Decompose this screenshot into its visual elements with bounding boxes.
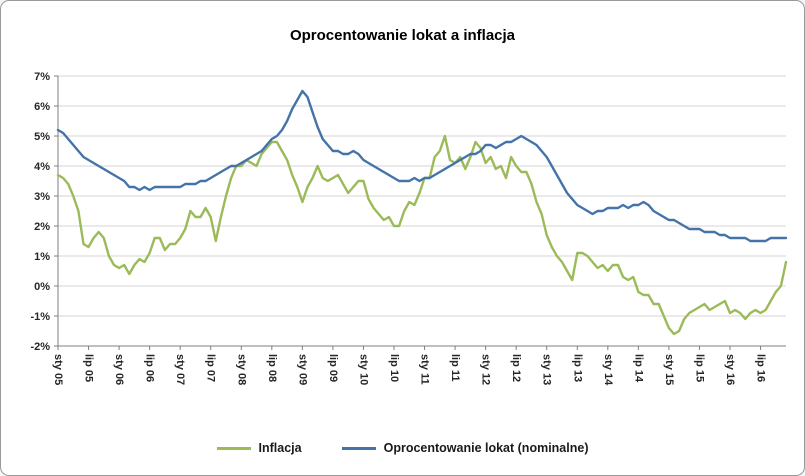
- line-chart-canvas: 7% 6% 5% 4% 3% 2% 1% 0% -1% -2%sty 05 lip 05 sty 06…: [30, 71, 788, 386]
- svg-text:sty 11: sty 11: [419, 354, 431, 385]
- svg-text:sty 10: sty 10: [357, 354, 369, 385]
- svg-text:2%: 2%: [34, 221, 50, 233]
- svg-text:lip 05: lip 05: [83, 354, 95, 382]
- svg-text:lip 10: lip 10: [388, 354, 400, 382]
- legend-item-inflacja: Inflacja: [216, 441, 302, 455]
- svg-text:4%: 4%: [34, 161, 50, 173]
- svg-text:lip 14: lip 14: [632, 354, 644, 383]
- chart-title: Oprocentowanie lokat a inflacja: [289, 27, 516, 44]
- svg-text:lip 13: lip 13: [571, 354, 583, 382]
- svg-text:5%: 5%: [34, 131, 50, 143]
- inflation-line-swatch-icon: [216, 446, 251, 450]
- svg-text:lip 11: lip 11: [449, 354, 461, 382]
- deposit-rate-line-swatch-icon: [341, 446, 376, 450]
- svg-text:sty 07: sty 07: [174, 354, 186, 385]
- svg-text:lip 12: lip 12: [510, 354, 522, 382]
- svg-text:0%: 0%: [34, 281, 50, 293]
- svg-text:sty 09: sty 09: [296, 354, 308, 385]
- svg-text:1%: 1%: [34, 251, 50, 263]
- svg-text:-1%: -1%: [30, 311, 50, 323]
- svg-text:-2%: -2%: [30, 341, 50, 353]
- svg-text:lip 08: lip 08: [266, 354, 278, 382]
- svg-text:6%: 6%: [34, 101, 50, 113]
- svg-text:sty 12: sty 12: [480, 354, 492, 385]
- svg-text:sty 06: sty 06: [113, 354, 125, 385]
- svg-text:sty 13: sty 13: [541, 354, 553, 385]
- svg-text:sty 05: sty 05: [52, 354, 64, 385]
- svg-text:lip 16: lip 16: [755, 354, 767, 382]
- svg-text:lip 07: lip 07: [205, 354, 217, 382]
- svg-text:lip 15: lip 15: [693, 354, 705, 382]
- svg-text:sty 14: sty 14: [602, 354, 614, 386]
- svg-text:lip 06: lip 06: [144, 354, 156, 382]
- chart-legend: Inflacja Oprocentowanie lokat (nominalne…: [1, 441, 804, 455]
- legend-item-oprocentowanie: Oprocentowanie lokat (nominalne): [341, 441, 589, 455]
- svg-text:lip 09: lip 09: [327, 354, 339, 382]
- legend-label-inflacja: Inflacja: [258, 441, 302, 455]
- svg-text:sty 16: sty 16: [724, 354, 736, 385]
- svg-text:3%: 3%: [34, 191, 50, 203]
- svg-text:sty 15: sty 15: [663, 354, 675, 385]
- svg-text:7%: 7%: [34, 71, 50, 83]
- svg-text:sty 08: sty 08: [235, 354, 247, 385]
- legend-label-oprocentowanie: Oprocentowanie lokat (nominalne): [383, 441, 589, 455]
